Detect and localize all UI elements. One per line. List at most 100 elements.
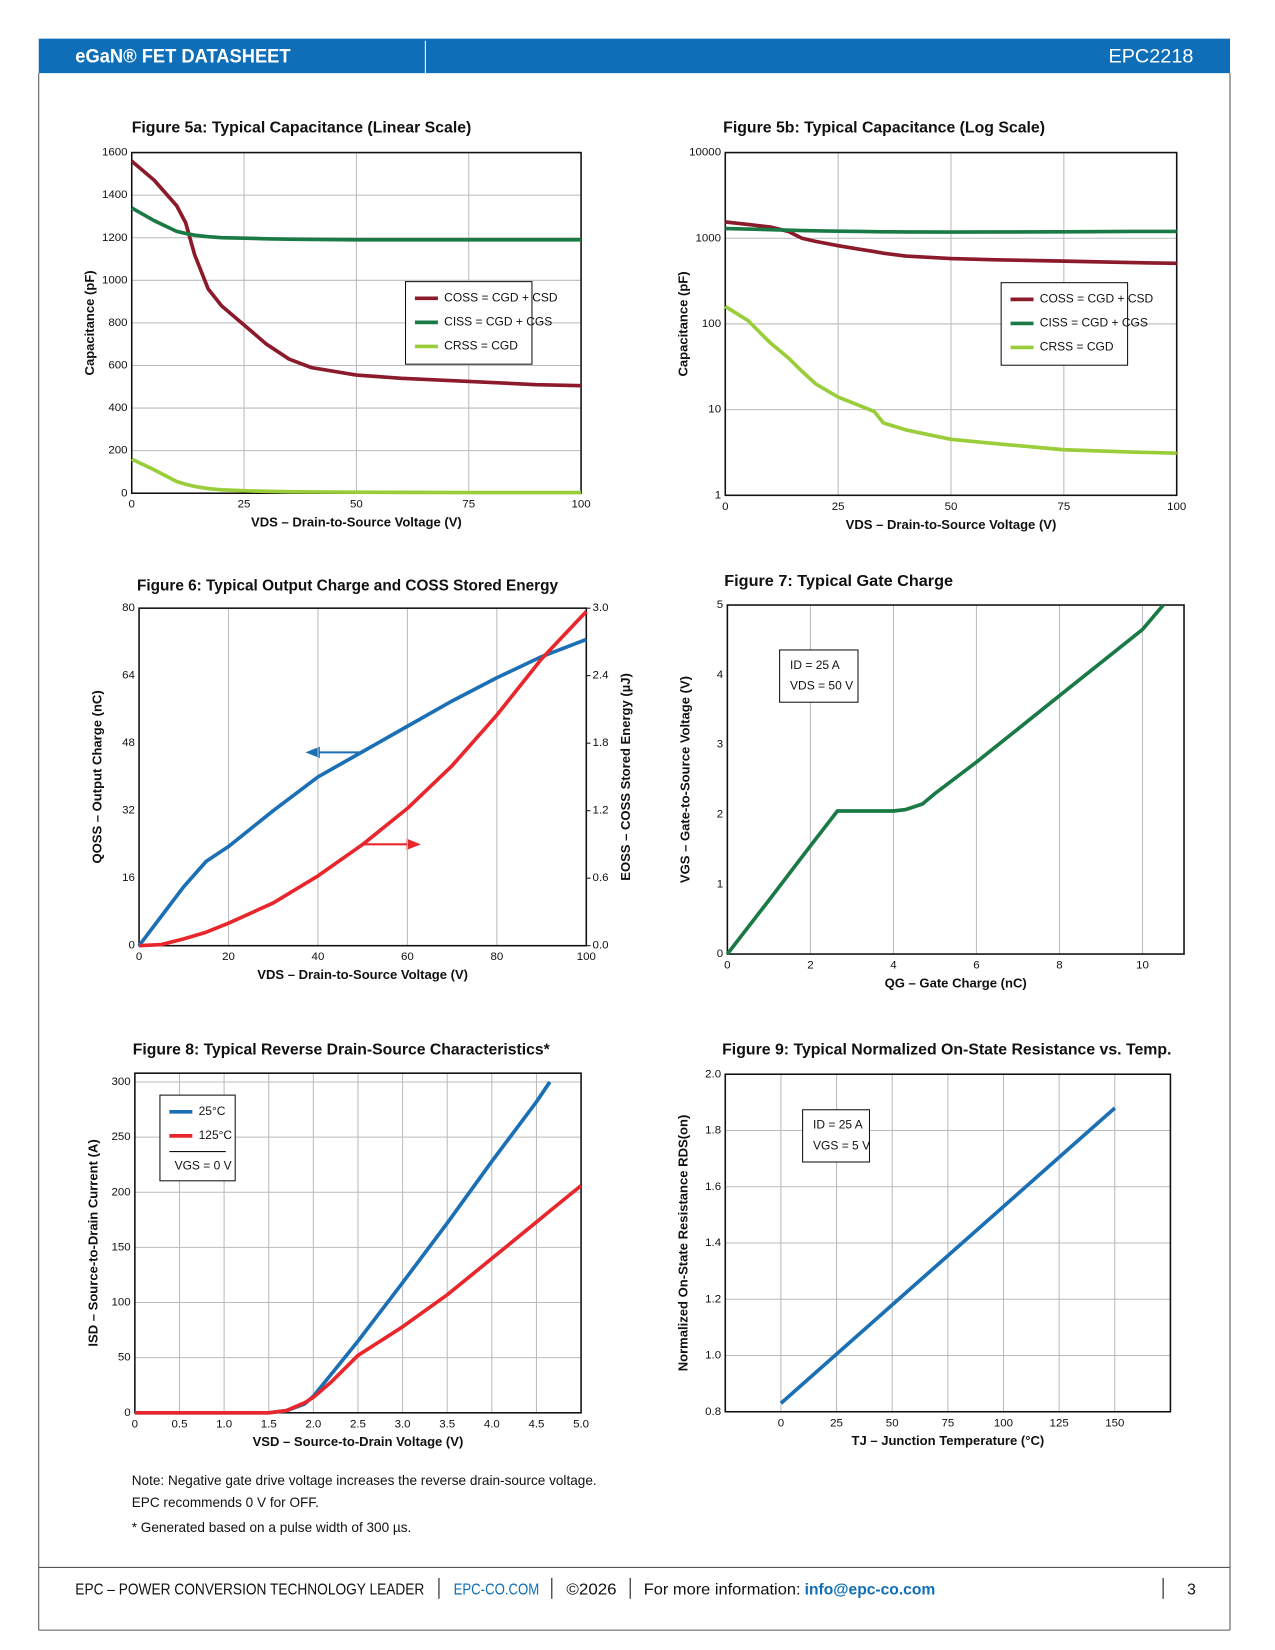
- legend-label: 125°C: [199, 1128, 233, 1142]
- x-tick-label: 1.0: [216, 1418, 232, 1430]
- x-tick-label: 40: [312, 951, 325, 963]
- footer-website[interactable]: EPC-CO.COM: [454, 1582, 540, 1599]
- x-tick-label: 75: [941, 1417, 954, 1429]
- y-axis-label: ISD – Source-to-Drain Current (A): [85, 1139, 100, 1346]
- x-tick-label: 50: [350, 499, 363, 511]
- x-tick-label: 75: [462, 499, 475, 511]
- x-tick-label: 0: [129, 499, 135, 511]
- y-tick-label: 1400: [102, 189, 128, 201]
- plot-frame: [726, 604, 1185, 955]
- y-tick-label: 0: [717, 948, 723, 960]
- series-line: [130, 206, 582, 242]
- chart-title: Figure 6: Typical Output Charge and COSS…: [137, 577, 558, 594]
- x-tick-label: 100: [571, 499, 590, 511]
- y-tick-label: 64: [122, 670, 135, 682]
- series-line: [130, 457, 582, 495]
- y-tick-label: 10000: [689, 147, 721, 159]
- y-tick-label: 400: [108, 402, 127, 414]
- y-tick-label: 5: [717, 599, 723, 611]
- x-tick-label: 5.0: [573, 1418, 589, 1430]
- series-line: [134, 1184, 583, 1415]
- plot-frame: [134, 1072, 582, 1414]
- y-tick-label: 200: [112, 1186, 131, 1198]
- chart-title: Figure 8: Typical Reverse Drain-Source C…: [133, 1041, 551, 1058]
- chart-title: Figure 5b: Typical Capacitance (Log Scal…: [723, 120, 1045, 137]
- y-tick-label: 2.0: [705, 1068, 721, 1080]
- x-tick-label: 25: [238, 499, 251, 511]
- x-tick-label: 0: [724, 960, 730, 972]
- y-axis-label: Normalized On-State Resistance RDS(on): [676, 1115, 691, 1372]
- x-tick-label: 25: [832, 501, 845, 513]
- y-tick-label: 1.2: [705, 1293, 721, 1305]
- y-tick-label: 50: [118, 1352, 131, 1364]
- y2-tick-label: 1.8: [593, 737, 609, 749]
- x-tick-label: 75: [1057, 501, 1070, 513]
- legend-note: VGS = 0 V: [175, 1158, 232, 1172]
- x-tick-label: 8: [1056, 960, 1062, 972]
- y-tick-label: 0.8: [705, 1406, 721, 1418]
- y-axis-label: VGS – Gate-to-Source Voltage (V): [678, 676, 693, 883]
- x-tick-label: 4.5: [528, 1418, 544, 1430]
- header-title: eGaN® FET DATASHEET: [75, 46, 290, 68]
- y2-tick-label: 2.4: [593, 670, 610, 682]
- y-tick-label: 100: [112, 1297, 131, 1309]
- series-line: [130, 159, 582, 388]
- y2-axis-label: EOSS – COSS Stored Energy (µJ): [618, 673, 633, 881]
- y-tick-label: 4: [717, 669, 724, 681]
- y-axis-label: Capacitance (pF): [676, 271, 691, 376]
- legend-label: COSS = CGD + CSD: [1040, 292, 1154, 306]
- x-tick-label: 3.0: [395, 1418, 411, 1430]
- y-tick-label: 48: [122, 737, 135, 749]
- y-tick-label: 1600: [102, 147, 128, 159]
- x-tick-label: 0.5: [172, 1418, 188, 1430]
- series-line: [138, 610, 588, 948]
- x-axis-label: VDS – Drain-to-Source Voltage (V): [251, 515, 462, 530]
- series-line: [137, 637, 587, 947]
- x-tick-label: 50: [886, 1417, 899, 1429]
- header-bar: [38, 38, 1230, 74]
- note: Note: Negative gate drive voltage increa…: [132, 1473, 597, 1488]
- footer-email[interactable]: info@epc-co.com: [805, 1582, 936, 1599]
- y-axis-label: Capacitance (pF): [82, 270, 97, 375]
- y-tick-label: 100: [702, 318, 721, 330]
- y2-tick-label: 0.0: [593, 940, 609, 952]
- x-tick-label: 100: [1167, 501, 1186, 513]
- y-tick-label: 800: [108, 317, 127, 329]
- annotation-text: ID = 25 A: [813, 1118, 863, 1132]
- x-axis-label: VDS – Drain-to-Source Voltage (V): [846, 517, 1057, 532]
- y-tick-label: 300: [112, 1076, 131, 1088]
- x-axis-label: TJ – Junction Temperature (°C): [851, 1433, 1044, 1448]
- series-line: [725, 603, 1165, 956]
- plot-frame: [724, 151, 1178, 497]
- x-axis-label: VSD – Source-to-Drain Voltage (V): [253, 1434, 464, 1449]
- footer-info-label: For more information:: [644, 1582, 801, 1599]
- y-tick-label: 250: [112, 1131, 131, 1143]
- x-tick-label: 1.5: [261, 1418, 277, 1430]
- y-tick-label: 1.0: [705, 1350, 721, 1362]
- plot-frame: [138, 607, 588, 947]
- y-tick-label: 0: [124, 1407, 130, 1419]
- x-axis-label: VDS – Drain-to-Source Voltage (V): [257, 967, 468, 982]
- x-tick-label: 100: [994, 1417, 1013, 1429]
- y-tick-label: 1: [715, 489, 721, 501]
- x-tick-label: 25: [830, 1417, 843, 1429]
- x-tick-label: 50: [945, 501, 958, 513]
- chart-title: Figure 7: Typical Gate Charge: [724, 573, 953, 590]
- annotation-text: ID = 25 A: [790, 658, 840, 672]
- y-tick-label: 1: [717, 878, 723, 890]
- x-tick-label: 4: [890, 960, 897, 972]
- y-tick-label: 1.6: [705, 1181, 721, 1193]
- x-tick-label: 60: [401, 951, 414, 963]
- y2-tick-label: 3.0: [593, 602, 609, 614]
- series-line: [725, 226, 1177, 234]
- x-tick-label: 0: [778, 1417, 784, 1429]
- chart-title: Figure 9: Typical Normalized On-State Re…: [722, 1041, 1171, 1058]
- y2-tick-label: 1.2: [593, 805, 609, 817]
- x-tick-label: 3.5: [439, 1418, 455, 1430]
- annotation-box: [779, 649, 859, 703]
- x-tick-label: 2: [807, 960, 813, 972]
- x-tick-label: 10: [1136, 960, 1149, 972]
- note: * Generated based on a pulse width of 30…: [132, 1520, 412, 1535]
- legend-label: CISS = CGD + CGS: [444, 315, 552, 329]
